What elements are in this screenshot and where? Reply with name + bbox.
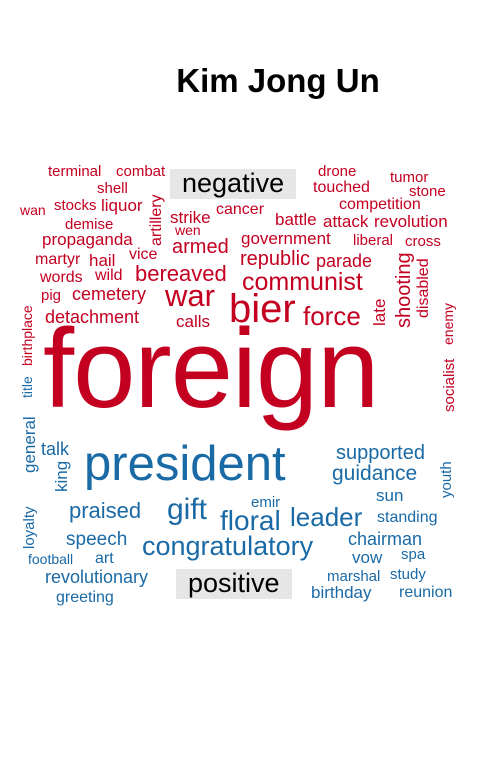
word: loyalty <box>21 506 38 549</box>
word: general <box>20 416 39 473</box>
word: cemetery <box>72 284 147 304</box>
word: parade <box>316 251 373 271</box>
word: enemy <box>440 302 456 345</box>
word: wan <box>20 202 46 218</box>
word: stocks <box>54 197 97 214</box>
word: art <box>95 550 114 567</box>
word: war <box>165 278 215 313</box>
word: socialist <box>441 358 458 412</box>
word: martyr <box>35 251 81 268</box>
word: battle <box>275 210 317 229</box>
word: attack <box>323 212 369 231</box>
word: birthday <box>311 583 372 602</box>
word: republic <box>240 248 311 270</box>
word: armed <box>172 236 229 258</box>
word: wen <box>175 222 201 238</box>
word: king <box>52 460 71 492</box>
word: guidance <box>332 462 418 485</box>
word: bereaved <box>135 261 227 286</box>
word: drone <box>318 163 357 180</box>
word: strike <box>170 208 211 227</box>
word: leader <box>290 502 363 532</box>
word: marshal <box>327 568 381 585</box>
word: chairman <box>348 529 423 549</box>
word: shooting <box>393 252 415 328</box>
word: revolution <box>374 212 448 231</box>
word: tumor <box>390 169 429 186</box>
word: cross <box>405 233 441 250</box>
word: hail <box>89 251 116 270</box>
word: stone <box>409 183 446 200</box>
word: propaganda <box>42 230 133 249</box>
word: speech <box>66 529 128 550</box>
word: competition <box>339 196 421 213</box>
word: spa <box>401 546 426 563</box>
word: artillery <box>148 194 165 246</box>
negative-label: negative <box>170 169 297 199</box>
word: cancer <box>216 201 265 218</box>
positive-label: positive <box>176 569 292 599</box>
word: vice <box>129 246 158 263</box>
word: combat <box>116 163 166 180</box>
word: calls <box>176 312 211 331</box>
word: study <box>390 566 426 583</box>
word: disabled <box>415 258 432 318</box>
word: detachment <box>45 307 140 327</box>
word: touched <box>313 179 370 196</box>
word: congratulatory <box>142 531 314 561</box>
word: youth <box>438 461 455 498</box>
word: revolutionary <box>45 567 149 587</box>
word: gift <box>167 493 208 526</box>
word: birthplace <box>19 305 35 366</box>
word: shell <box>97 180 128 197</box>
word: liberal <box>353 232 394 249</box>
word: communist <box>242 268 363 296</box>
word: bier <box>229 287 296 331</box>
chart-title: Kim Jong Un <box>176 62 380 99</box>
word: greeting <box>56 589 114 606</box>
word: words <box>40 269 83 286</box>
word: pig <box>41 287 62 304</box>
word: emir <box>251 494 281 511</box>
word: demise <box>65 216 114 233</box>
word: talk <box>41 439 70 459</box>
word: president <box>84 437 286 491</box>
word: reunion <box>399 584 453 601</box>
word: liquor <box>101 196 143 215</box>
word: vow <box>352 548 383 567</box>
word: title <box>19 376 35 398</box>
word: supported <box>336 442 425 464</box>
word: government <box>241 229 331 248</box>
word: terminal <box>48 163 102 180</box>
word: football <box>28 551 74 567</box>
word: sun <box>376 486 404 505</box>
word: praised <box>69 498 142 523</box>
word: floral <box>220 505 281 536</box>
word: foreign <box>43 306 379 431</box>
word: force <box>303 301 361 331</box>
word: wild <box>95 267 123 284</box>
word: standing <box>377 509 438 526</box>
